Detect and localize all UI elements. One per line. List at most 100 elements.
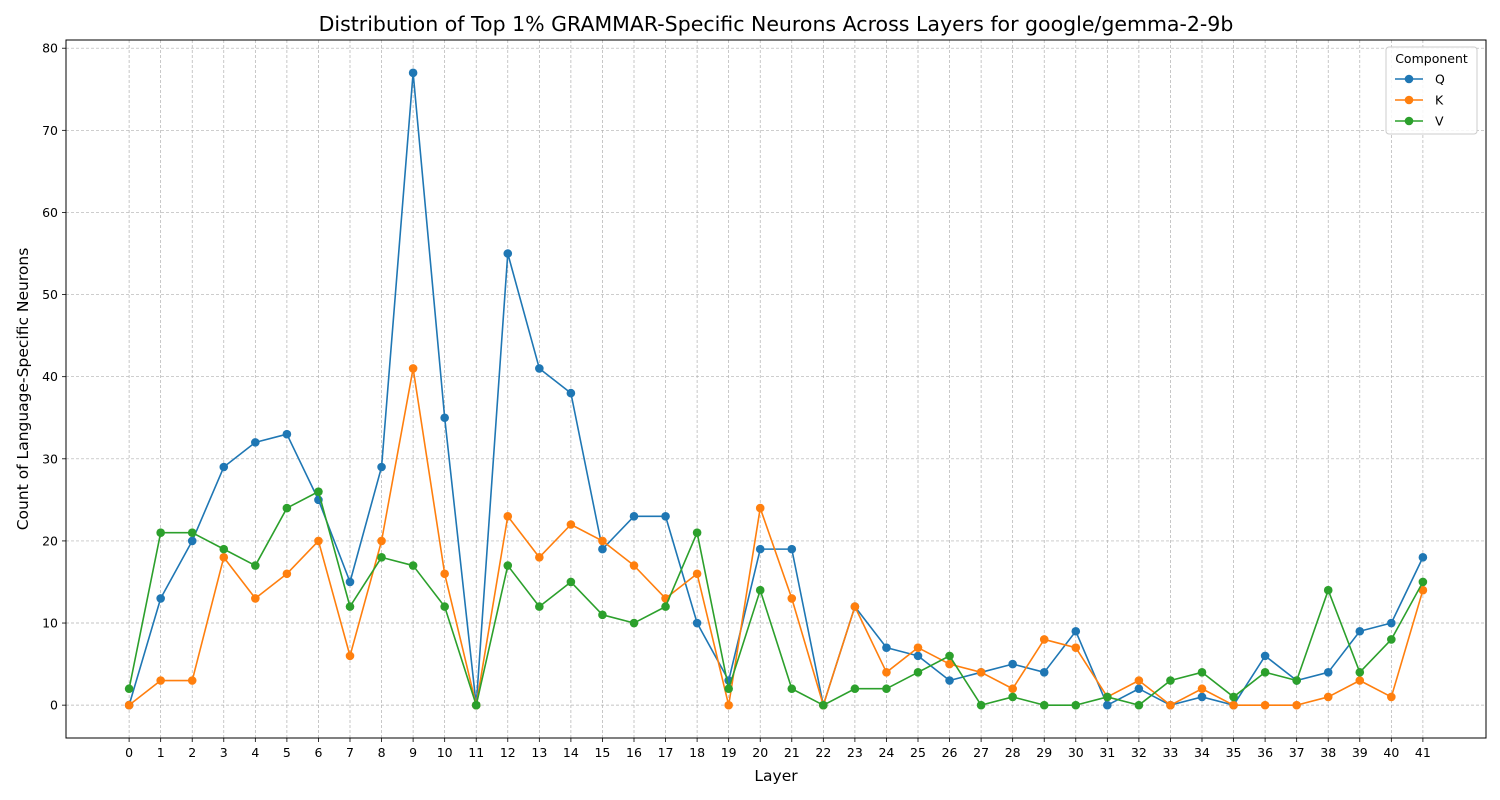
x-tick-label: 22 — [815, 745, 831, 760]
data-point-v — [1166, 676, 1175, 685]
x-tick-label: 14 — [563, 745, 579, 760]
data-point-k — [282, 569, 292, 579]
data-point-v — [440, 602, 449, 611]
data-point-v — [377, 553, 386, 562]
data-point-q — [1260, 651, 1270, 661]
data-point-v — [1292, 676, 1301, 685]
data-point-q — [913, 651, 923, 661]
x-tick-label: 23 — [847, 745, 863, 760]
data-point-q — [156, 594, 165, 603]
data-point-k — [1387, 692, 1396, 702]
legend-entries: QKV — [1395, 72, 1445, 129]
data-point-q — [755, 544, 765, 554]
data-point-v — [156, 528, 165, 538]
data-point-v — [503, 561, 513, 570]
x-tick-label: 37 — [1289, 745, 1305, 760]
data-point-v — [187, 528, 197, 538]
y-tick-label: 0 — [50, 698, 58, 713]
x-tick-label: 26 — [942, 745, 958, 760]
data-point-k — [1008, 684, 1017, 694]
data-point-q — [661, 511, 670, 521]
x-tick-label: 12 — [500, 745, 516, 760]
data-point-v — [1418, 577, 1428, 587]
legend-entry-v: V — [1395, 114, 1444, 129]
data-point-v — [787, 684, 797, 694]
x-tick-label: 0 — [125, 745, 133, 760]
data-point-k — [787, 594, 797, 603]
data-point-v — [819, 700, 828, 710]
data-point-k — [1197, 684, 1207, 694]
data-point-v — [1103, 692, 1112, 702]
data-point-q — [503, 249, 513, 258]
x-tick-label: 33 — [1162, 745, 1178, 760]
data-point-q — [1134, 684, 1144, 694]
x-tick-label: 28 — [1005, 745, 1021, 760]
data-point-k — [692, 569, 702, 579]
data-point-v — [661, 602, 670, 611]
data-point-v — [1229, 692, 1238, 702]
data-point-v — [1008, 692, 1017, 702]
data-point-q — [408, 68, 418, 78]
data-point-q — [440, 413, 449, 423]
data-point-k — [377, 536, 386, 546]
data-point-q — [1008, 659, 1017, 669]
x-tick-label: 25 — [910, 745, 926, 760]
legend-entry-k: K — [1395, 93, 1444, 108]
data-point-k — [1355, 676, 1365, 685]
data-point-k — [1260, 700, 1270, 710]
y-tick-label: 70 — [42, 123, 58, 138]
plot-frame — [65, 39, 1487, 739]
data-point-q — [566, 388, 576, 398]
data-point-v — [219, 544, 229, 554]
data-point-k — [724, 700, 733, 710]
x-tick-label: 32 — [1131, 745, 1147, 760]
data-point-v — [976, 700, 986, 710]
data-point-q — [1323, 668, 1333, 677]
data-point-v — [535, 602, 544, 611]
data-point-q — [187, 536, 197, 546]
x-tick-label: 35 — [1226, 745, 1242, 760]
data-point-v — [1134, 700, 1144, 710]
data-point-v — [124, 684, 134, 694]
data-point-q — [1071, 626, 1081, 636]
data-point-q — [377, 462, 386, 472]
x-axis-title: Layer — [754, 767, 798, 785]
x-tick-label: 15 — [594, 745, 610, 760]
x-tick-label: 19 — [721, 745, 737, 760]
data-point-q — [282, 429, 292, 439]
data-point-k — [408, 364, 418, 373]
data-point-q — [598, 544, 607, 554]
data-point-v — [1387, 635, 1396, 644]
y-axis-title: Count of Language-Specific Neurons — [14, 248, 32, 531]
data-point-k — [535, 553, 544, 562]
x-tick-label: 4 — [251, 745, 259, 760]
x-tick-label: 1 — [157, 745, 165, 760]
data-point-k — [124, 700, 134, 710]
x-tick-label: 11 — [468, 745, 484, 760]
x-axis: 0 1 2 3 4 5 6 7 8 9 10 11 12 13 14 15 16 17 18 19 20 21 22 23 24… — [125, 738, 1431, 760]
data-point-v — [945, 651, 954, 661]
data-point-v — [882, 684, 891, 694]
legend-swatch-marker — [1404, 116, 1414, 126]
x-tick-label: 21 — [784, 745, 800, 760]
x-tick-label: 18 — [689, 745, 705, 760]
x-tick-label: 8 — [378, 745, 386, 760]
data-point-q — [345, 577, 355, 587]
y-tick-label: 60 — [42, 205, 58, 220]
y-tick-label: 50 — [42, 287, 58, 302]
data-point-q — [219, 462, 229, 472]
data-point-v — [1323, 585, 1333, 595]
data-point-k — [187, 676, 197, 685]
x-tick-label: 3 — [220, 745, 228, 760]
data-point-k — [503, 511, 513, 521]
x-tick-label: 16 — [626, 745, 642, 760]
x-tick-label: 10 — [437, 745, 453, 760]
data-point-k — [1166, 700, 1175, 710]
data-point-v — [850, 684, 860, 694]
data-point-v — [314, 487, 323, 496]
x-tick-label: 2 — [188, 745, 196, 760]
data-point-v — [913, 668, 923, 677]
data-point-v — [1071, 700, 1081, 710]
legend-box — [1385, 46, 1478, 135]
data-point-v — [1260, 668, 1270, 677]
